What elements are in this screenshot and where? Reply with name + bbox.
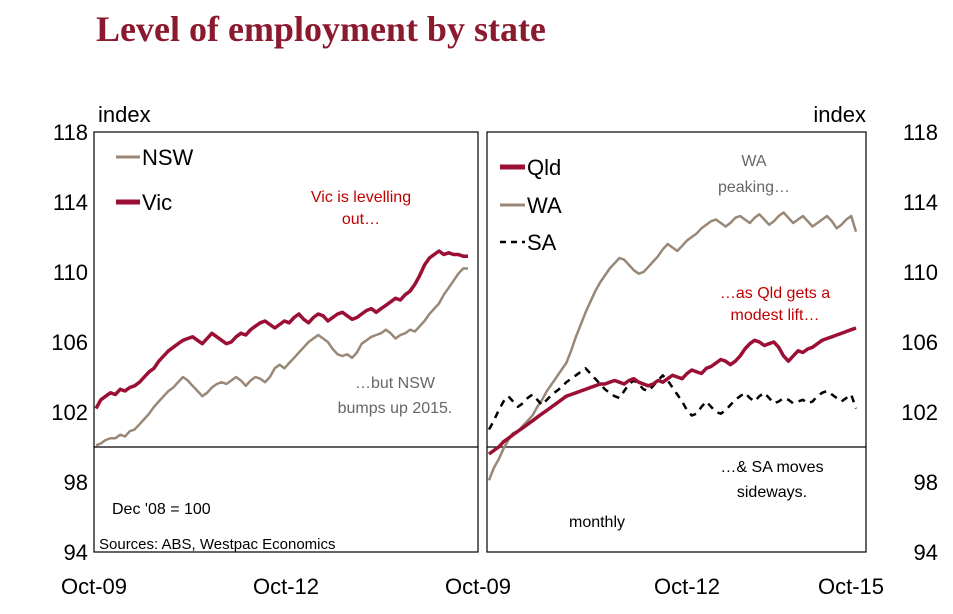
annotation-nsw-line2: bumps up 2015. xyxy=(338,400,453,417)
legend-label-wa: WA xyxy=(527,193,562,218)
left-y-tick: 118 xyxy=(53,120,88,145)
left-x-tick: Oct-12 xyxy=(253,574,319,599)
annotation-vic-line1: Vic is levelling xyxy=(311,189,411,206)
right-y-tick: 106 xyxy=(901,330,938,355)
right-x-tick: Oct-12 xyxy=(654,574,720,599)
annotation-qld-line2: modest lift… xyxy=(731,307,820,324)
annotation-frequency: monthly xyxy=(569,514,625,531)
annotation-nsw-line1: …but NSW xyxy=(355,375,436,392)
legend-label-sa: SA xyxy=(527,230,557,255)
left-y-tick: 114 xyxy=(53,190,88,215)
left-y-tick: 98 xyxy=(64,470,88,495)
left-x-tick: Oct-09 xyxy=(61,574,127,599)
left-panel-frame xyxy=(93,131,479,553)
series-line-nsw xyxy=(95,267,468,447)
annotation-sa-line1: …& SA moves xyxy=(720,459,823,476)
annotation-wa-line1: WA xyxy=(741,153,767,170)
right-y-tick: 94 xyxy=(914,540,938,565)
right-panel-frame xyxy=(486,131,867,553)
right-y-tick: 98 xyxy=(914,470,938,495)
annotation-sources: Sources: ABS, Westpac Economics xyxy=(99,536,336,553)
series-line-wa xyxy=(487,211,858,481)
left-x-tick: Oct-09 xyxy=(445,574,511,599)
left-y-tick: 106 xyxy=(51,330,88,355)
legend-label-nsw: NSW xyxy=(142,145,194,170)
right-x-tick: Oct-15 xyxy=(818,574,884,599)
annotation-vic-line2: out… xyxy=(342,211,380,228)
right-axis-title: index xyxy=(813,102,866,127)
left-axis-title: index xyxy=(98,102,151,127)
left-y-tick: 110 xyxy=(53,260,88,285)
annotation-sa-line2: sideways. xyxy=(737,484,807,501)
series-line-qld xyxy=(487,326,857,456)
series-line-vic xyxy=(94,249,468,410)
left-y-tick: 102 xyxy=(51,400,88,425)
legend-label-qld: Qld xyxy=(527,155,561,180)
right-y-tick: 118 xyxy=(903,120,938,145)
left-y-tick: 94 xyxy=(64,540,88,565)
legend-label-vic: Vic xyxy=(142,190,172,215)
right-y-tick: 114 xyxy=(903,190,938,215)
annotation-qld-line1: …as Qld gets a xyxy=(720,285,830,302)
chart-title: Level of employment by state xyxy=(96,9,546,49)
right-y-tick: 102 xyxy=(901,400,938,425)
annotation-base-period: Dec '08 = 100 xyxy=(112,501,211,518)
annotation-wa-line2: peaking… xyxy=(718,179,790,196)
right-y-tick: 110 xyxy=(903,260,938,285)
series-line-sa xyxy=(487,367,858,431)
